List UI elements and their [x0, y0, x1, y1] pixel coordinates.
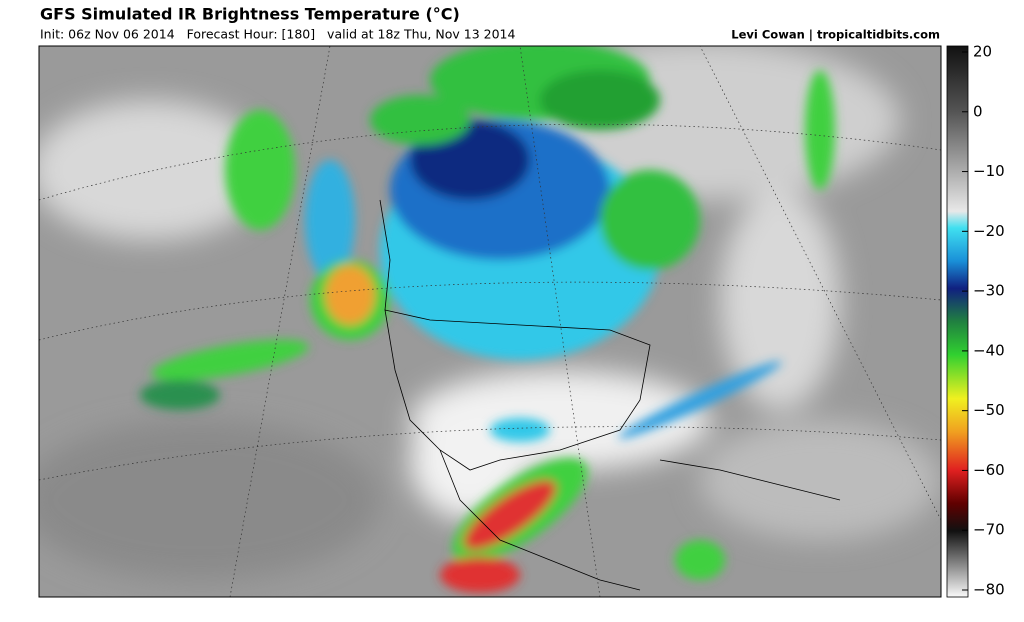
colorbar-tick-label: −30 [973, 282, 1005, 300]
colorbar [946, 45, 969, 598]
subtitle: Init: 06z Nov 06 2014 Forecast Hour: [18… [40, 27, 515, 42]
colorbar-tick-label: −80 [973, 581, 1005, 599]
title: GFS Simulated IR Brightness Temperature … [40, 5, 460, 24]
colorbar-tick-label: −40 [973, 341, 1005, 359]
colorbar-tick-label: 0 [973, 102, 983, 120]
colorbar-tick-label: −60 [973, 461, 1005, 479]
colorbar-tick-label: 20 [973, 43, 992, 61]
map [39, 46, 941, 597]
colorbar-tick-label: −20 [973, 222, 1005, 240]
credit: Levi Cowan | tropicaltidbits.com [731, 28, 940, 42]
colorbar-tick-label: −10 [973, 162, 1005, 180]
colorbar-tick-label: −50 [973, 401, 1005, 419]
map-frame [38, 45, 942, 598]
colorbar-tick-label: −70 [973, 521, 1005, 539]
